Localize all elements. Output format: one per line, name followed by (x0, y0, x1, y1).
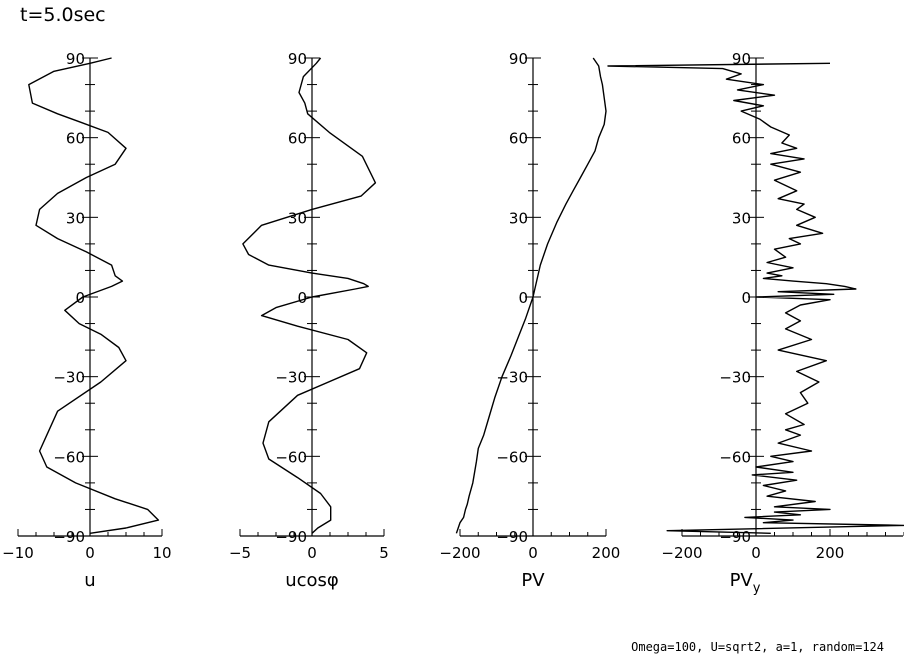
x-axis-label: ucosφ (285, 570, 339, 591)
x-axis-label: PVy (730, 570, 761, 596)
x-tick-label: 5 (379, 544, 389, 562)
panels: −10 0 10 −90 −60 −30 0 30 60 90 u −5 0 5 −90 −60 −30 0 30 6… (2, 50, 904, 596)
y-tick-label: 60 (509, 130, 528, 148)
footer-parameters: Omega=100, U=sqrt2, a=1, random=124 (631, 640, 884, 654)
y-tick-label: −30 (53, 369, 85, 387)
y-tick-label: 0 (75, 289, 85, 307)
y-tick-label: −30 (275, 369, 307, 387)
panel-pvy: −200 0 200 −90 −60 −30 0 30 60 90 PVy (607, 50, 904, 596)
y-tick-label: 30 (509, 209, 528, 227)
y-tick-label: −90 (53, 528, 85, 546)
x-tick-label: 0 (528, 544, 538, 562)
x-tick-label: 200 (816, 544, 845, 562)
x-tick-label: 0 (751, 544, 761, 562)
x-tick-label: −200 (661, 544, 702, 562)
x-tick-label: 0 (307, 544, 317, 562)
y-tick-label: 90 (732, 50, 751, 68)
y-tick-label: −60 (496, 448, 528, 466)
y-tick-label: 0 (518, 289, 528, 307)
y-tick-label: −60 (275, 448, 307, 466)
y-tick-label: 0 (297, 289, 307, 307)
x-tick-label: −5 (229, 544, 251, 562)
series-line (607, 62, 904, 534)
y-tick-label: −90 (275, 528, 307, 546)
x-tick-label: 0 (85, 544, 95, 562)
y-tick-label: 60 (288, 130, 307, 148)
y-tick-label: −60 (53, 448, 85, 466)
y-tick-label: 0 (741, 289, 751, 307)
y-tick-label: 30 (66, 209, 85, 227)
y-tick-label: 90 (509, 50, 528, 68)
time-label: t=5.0sec (20, 4, 106, 26)
y-tick-label: 90 (66, 50, 85, 68)
x-tick-label: −200 (439, 544, 480, 562)
y-tick-label: −60 (719, 448, 751, 466)
series-line (28, 57, 160, 534)
y-tick-label: −30 (719, 369, 751, 387)
series-line (242, 57, 377, 534)
y-tick-label: 30 (732, 209, 751, 227)
x-tick-label: −10 (2, 544, 34, 562)
series-line (455, 57, 607, 534)
y-tick-label: 30 (288, 209, 307, 227)
x-tick-label: 200 (592, 544, 621, 562)
y-tick-label: 90 (288, 50, 307, 68)
x-axis-label: u (84, 570, 95, 591)
y-tick-label: −90 (719, 528, 751, 546)
panel-u: −10 0 10 −90 −60 −30 0 30 60 90 u (2, 50, 171, 591)
y-tick-label: −90 (496, 528, 528, 546)
y-tick-label: 60 (66, 130, 85, 148)
x-axis-label: PV (521, 570, 545, 591)
y-tick-label: 60 (732, 130, 751, 148)
x-tick-label: 10 (152, 544, 171, 562)
panel-ucos: −5 0 5 −90 −60 −30 0 30 60 90 ucosφ (229, 50, 389, 591)
